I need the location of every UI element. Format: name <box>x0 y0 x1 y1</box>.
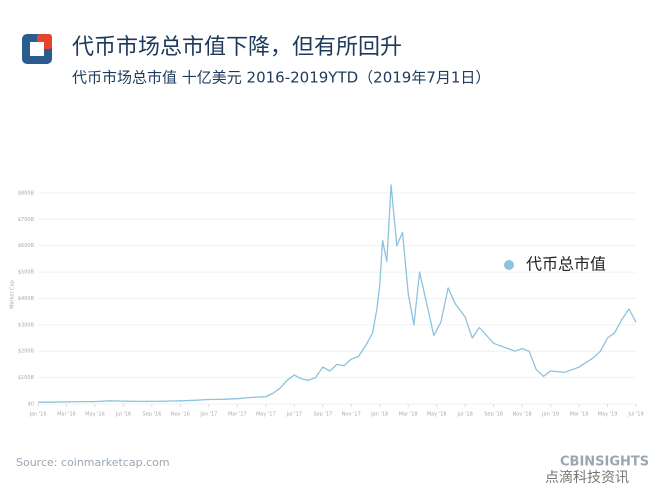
x-tick-label: Sep '18 <box>484 412 503 418</box>
x-tick-label: Jan '18 <box>370 412 388 418</box>
x-tick-label: Jul '17 <box>286 412 302 418</box>
x-tick-label: Jul '18 <box>456 412 472 418</box>
x-tick-label: Jan '16 <box>28 412 46 418</box>
y-tick-label: $200B <box>18 349 35 355</box>
x-tick-label: Jan '17 <box>199 412 217 418</box>
x-tick-label: Sep '16 <box>143 412 162 418</box>
logo <box>22 34 52 64</box>
x-tick-label: May '18 <box>427 412 447 418</box>
subtitle: 代币市场总市值 十亿美元 2016-2019YTD（2019年7月1日） <box>72 69 490 87</box>
y-tick-label: $500B <box>18 270 35 276</box>
x-tick-label: Mar '17 <box>228 412 247 418</box>
y-tick-label: $300B <box>18 322 35 328</box>
x-tick-label: Sep '17 <box>313 412 332 418</box>
series-line <box>38 184 637 403</box>
x-tick-label: Mar '18 <box>399 412 418 418</box>
x-tick-label: May '19 <box>598 412 618 418</box>
legend-marker <box>504 260 514 270</box>
x-tick-label: May '17 <box>256 412 276 418</box>
x-tick-label: Nov '17 <box>342 412 361 418</box>
x-tick-label: May '16 <box>85 412 105 418</box>
x-tick-label: Mar '19 <box>570 412 589 418</box>
x-tick-label: Mar '16 <box>57 412 76 418</box>
x-tick-label: Nov '18 <box>513 412 532 418</box>
watermark: 点滴科技资讯 <box>545 469 629 486</box>
x-tick-label: Jan '19 <box>541 412 559 418</box>
y-tick-label: $800B <box>18 190 35 196</box>
x-tick-label: Jul '19 <box>627 412 643 418</box>
y-tick-label: $100B <box>18 375 35 381</box>
title: 代币市场总市值下降，但有所回升 <box>72 35 402 60</box>
y-tick-label: $400B <box>18 296 35 302</box>
source: Source: coinmarketcap.com <box>16 456 170 469</box>
y-tick-label: $700B <box>18 217 35 223</box>
y-tick-label: $0 <box>28 402 34 408</box>
y-tick-label: $600B <box>18 243 35 249</box>
y-axis-label: Market Cap <box>10 280 16 309</box>
x-tick-label: Nov '16 <box>171 412 190 418</box>
x-tick-label: Jul '16 <box>115 412 131 418</box>
brand: CBINSIGHTS <box>560 455 649 470</box>
legend-label: 代币总市值 <box>526 255 606 274</box>
